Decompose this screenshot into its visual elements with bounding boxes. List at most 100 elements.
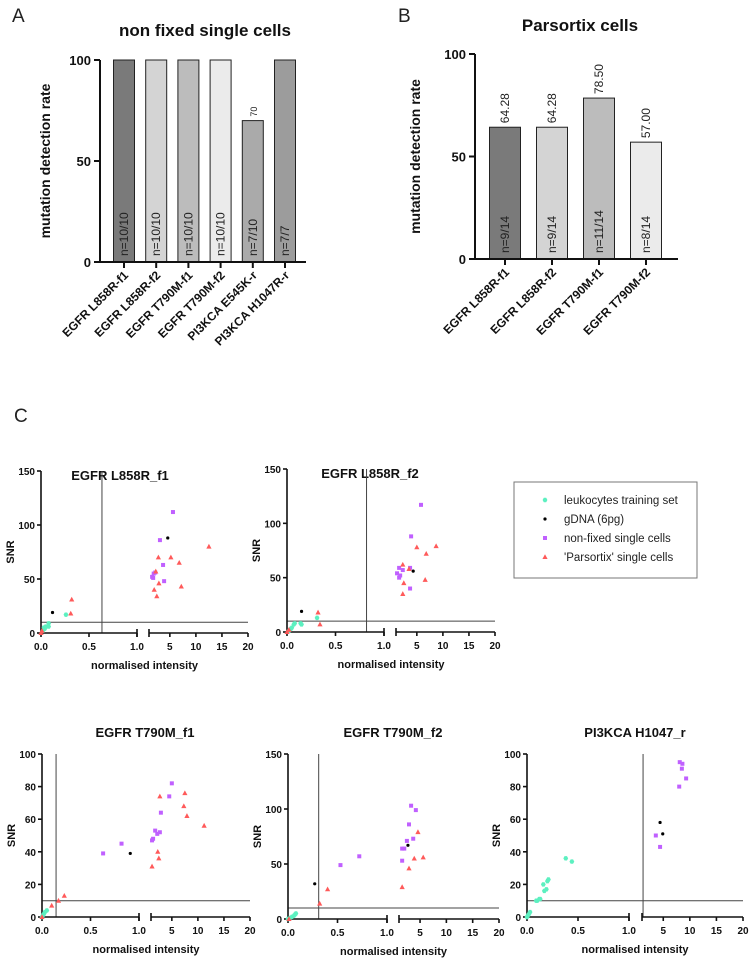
data-point [406, 566, 412, 571]
legend-label: leukocytes training set [564, 495, 679, 507]
series-gdna-6pg- [50, 536, 170, 615]
data-point [39, 628, 45, 633]
bar-value-label: 64.28 [545, 93, 559, 123]
data-point [400, 858, 405, 863]
data-point [546, 877, 551, 882]
data-point [201, 822, 207, 828]
scatter-plot-c3: EGFR T790M_f1 SNR normalised intensity 0 20 4… [6, 725, 256, 956]
y-tick-label: 60 [25, 815, 37, 826]
y-tick-label: 0 [276, 915, 282, 926]
bar-n-label: n=10/10 [214, 212, 228, 256]
data-point [680, 761, 685, 766]
data-point [400, 561, 406, 567]
data-point [397, 575, 402, 580]
data-point [155, 849, 161, 854]
legend-marker-square-icon [543, 536, 547, 540]
data-point [178, 583, 184, 589]
data-point [679, 766, 684, 771]
data-point [170, 510, 175, 515]
data-point [119, 841, 124, 846]
y-axis-label: SNR [6, 824, 18, 847]
data-point [402, 846, 407, 851]
x-tick-label: 5 [417, 928, 423, 939]
data-point [569, 859, 575, 864]
x-tick-label: 20 [493, 928, 505, 939]
y-tick-label: 50 [271, 860, 283, 871]
bar-value-label: 64.28 [498, 93, 512, 123]
data-point [46, 624, 52, 629]
x-tick-label: 0.5 [82, 642, 96, 653]
y-tick-label: 50 [270, 574, 282, 585]
data-point [677, 784, 682, 789]
data-point [151, 575, 156, 580]
series-non-fixed-single-cells [653, 760, 689, 849]
x-tick-label: 0.5 [84, 926, 98, 937]
data-point [167, 794, 172, 799]
data-point [397, 565, 402, 570]
bar [583, 97, 615, 260]
series-gdna-6pg- [128, 851, 132, 856]
data-point [298, 621, 303, 626]
y-axis-label: SNR [252, 825, 264, 848]
x-tick-label: 5 [660, 926, 666, 937]
bar [536, 126, 568, 260]
y-tick-label: 80 [25, 783, 37, 794]
bar-n-label: n=10/10 [117, 212, 131, 256]
x-tick-label: 10 [192, 926, 204, 937]
data-point [157, 538, 162, 543]
data-point [653, 833, 658, 838]
data-point [293, 911, 299, 916]
series--parsortix-single-cells [286, 829, 426, 921]
data-point [411, 569, 415, 573]
data-point [151, 587, 157, 592]
bar-n-label: n=8/14 [639, 216, 653, 253]
data-point [409, 534, 414, 539]
panel-letter-b: B [398, 6, 411, 27]
x-tick-label: 10 [441, 928, 453, 939]
data-point [63, 612, 69, 617]
y-tick-label: 100 [19, 750, 36, 761]
data-point [413, 808, 418, 813]
data-point [155, 554, 161, 560]
data-point [400, 846, 405, 851]
data-point [39, 914, 45, 919]
x-axis-label: normalised intensity [93, 944, 201, 956]
data-point [406, 843, 410, 847]
x-tick-label: 20 [737, 926, 749, 937]
data-point [414, 544, 420, 550]
chart-title: EGFR L858R_f2 [321, 466, 419, 481]
data-point [338, 863, 343, 868]
data-point [101, 851, 106, 856]
data-point [150, 838, 155, 843]
data-point [411, 836, 416, 841]
data-point [154, 593, 160, 599]
series-leukocytes-training-set [524, 856, 575, 920]
x-tick-label: 20 [489, 641, 501, 652]
series-gdna-6pg- [299, 569, 415, 613]
bar-chart-b: Parsortix cells mutation detection rate n=… [407, 16, 678, 338]
data-point [128, 851, 132, 856]
x-tick-label: 1.0 [380, 928, 394, 939]
data-point [49, 902, 55, 908]
legend: leukocytes training set gDNA (6pg) non-fix… [513, 481, 698, 579]
chart-title: EGFR T790M_f2 [344, 725, 443, 740]
data-point [398, 573, 403, 578]
series-leukocytes-training-set [286, 615, 320, 634]
data-point [169, 781, 174, 786]
series-non-fixed-single-cells [101, 781, 174, 856]
y-tick-label: 100 [18, 521, 35, 532]
x-tick-label: 5 [169, 926, 175, 937]
series-leukocytes-training-set [39, 908, 50, 920]
data-point [411, 855, 417, 861]
legend-marker-triangle-icon [542, 554, 548, 559]
y-tick-label: 150 [18, 467, 35, 478]
bar-n-label: n=7/10 [246, 219, 260, 256]
x-axis-label: normalised intensity [340, 946, 448, 958]
data-point [286, 627, 292, 632]
data-point [433, 543, 439, 549]
data-point [156, 855, 162, 861]
bar-n-label: n=7/7 [278, 225, 292, 256]
scatter-plot-c5: PI3KCA H1047_r SNR normalised intensity 0 20… [491, 725, 749, 956]
data-point [401, 580, 407, 586]
x-axis-label: normalised intensity [338, 659, 446, 671]
